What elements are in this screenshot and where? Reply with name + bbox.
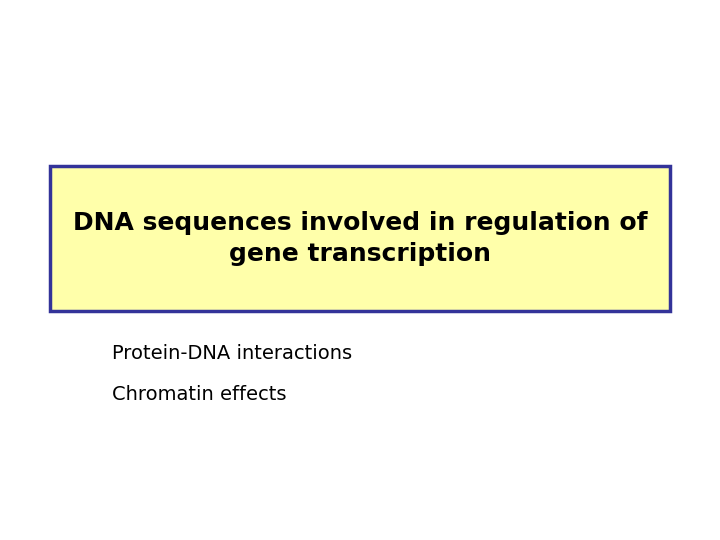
Text: DNA sequences involved in regulation of
gene transcription: DNA sequences involved in regulation of … <box>73 211 647 266</box>
Text: Protein-DNA interactions: Protein-DNA interactions <box>112 344 352 363</box>
FancyBboxPatch shape <box>50 166 670 311</box>
Text: Chromatin effects: Chromatin effects <box>112 384 286 404</box>
